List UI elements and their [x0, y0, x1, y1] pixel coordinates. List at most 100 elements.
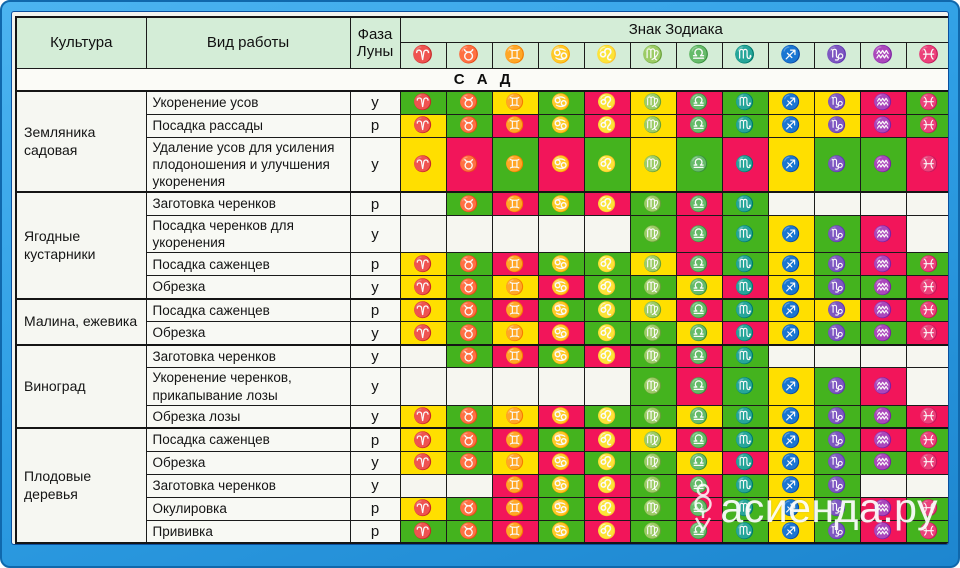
zodiac-cell: ♉ [445, 427, 493, 452]
zodiac-cell: ♌ [583, 136, 631, 193]
zodiac-cell: ♋ [537, 343, 585, 369]
zodiac-symbol-header-1: ♉ [445, 41, 493, 69]
zodiac-cell: ♑ [813, 136, 861, 193]
moon-phase-cell: у [349, 136, 401, 193]
zodiac-cell: ♉ [445, 252, 493, 277]
zodiac-cell: ♍ [629, 191, 677, 216]
zodiac-cell: ♓ [905, 297, 948, 323]
work-cell: Обрезка [145, 321, 351, 346]
zodiac-cell: ♓ [905, 404, 948, 429]
zodiac-cell: ♋ [537, 252, 585, 277]
zodiac-cell: ♐ [767, 113, 815, 138]
zodiac-cell: ♐ [767, 275, 815, 300]
work-cell: Укоренение черенков, прикапывание лозы [145, 367, 351, 406]
zodiac-cell: ♋ [537, 404, 585, 429]
zodiac-cell: ♋ [537, 113, 585, 138]
table-row: Прививка р ♈ ♉ ♊ ♋ ♌ ♍ ♎ ♏ ♐ ♑ ♒ ♓ [16, 519, 948, 544]
work-cell: Обрезка лозы [145, 404, 351, 429]
zodiac-cell: ♊ [491, 90, 539, 115]
zodiac-cell: ♍ [629, 214, 677, 254]
moon-phase-cell: р [349, 427, 401, 452]
zodiac-cell: ♓ [905, 136, 948, 193]
zodiac-cell: ♏ [721, 519, 769, 544]
zodiac-cell: ♌ [583, 252, 631, 277]
work-cell: Посадка саженцев [145, 427, 351, 452]
zodiac-cell: ♑ [813, 90, 861, 115]
table-row: Плодовые деревья Посадка саженцев р ♈ ♉ ♊ ♋ ♌ ♍ ♎… [15, 427, 948, 544]
zodiac-cell [445, 473, 493, 498]
zodiac-cell: ♋ [537, 136, 585, 193]
zodiac-cell [905, 214, 948, 254]
table-row: Обрезка у ♈ ♉ ♊ ♋ ♌ ♍ ♎ ♏ ♐ ♑ ♒ ♓ [16, 450, 948, 475]
zodiac-cell [905, 367, 948, 406]
zodiac-cell: ♓ [905, 252, 948, 277]
zodiac-symbol-header-4: ♌ [583, 41, 631, 69]
zodiac-cell: ♎ [675, 367, 723, 406]
zodiac-cell: ♊ [491, 404, 539, 429]
zodiac-cell: ♑ [813, 427, 861, 452]
zodiac-cell: ♈ [399, 136, 447, 193]
zodiac-cell: ♎ [675, 136, 723, 193]
zodiac-cell: ♏ [721, 343, 769, 369]
zodiac-cell: ♓ [905, 113, 948, 138]
zodiac-cell: ♒ [859, 136, 907, 193]
zodiac-cell: ♎ [675, 343, 723, 369]
zodiac-cell: ♈ [399, 113, 447, 138]
zodiac-cell: ♓ [905, 519, 948, 544]
zodiac-cell: ♈ [399, 252, 447, 277]
zodiac-cell: ♍ [629, 343, 677, 369]
zodiac-cell [583, 214, 631, 254]
zodiac-cell: ♓ [905, 275, 948, 300]
zodiac-cell: ♑ [813, 252, 861, 277]
zodiac-cell: ♏ [721, 404, 769, 429]
zodiac-cell: ♑ [813, 519, 861, 544]
zodiac-cell: ♑ [813, 275, 861, 300]
moon-phase-cell: р [349, 113, 401, 138]
zodiac-cell: ♊ [491, 297, 539, 323]
zodiac-cell: ♏ [721, 136, 769, 193]
zodiac-cell [583, 367, 631, 406]
zodiac-cell: ♈ [399, 297, 447, 323]
header-row-1: Культура Вид работы Фаза Луны Знак Зодиа… [15, 16, 948, 69]
table-row: Посадка саженцев р ♈ ♉ ♊ ♋ ♌ ♍ ♎ ♏ ♐ ♑ ♒ ♓ [16, 252, 948, 277]
work-cell: Посадка саженцев [145, 297, 351, 323]
table-body: С А Д Земляника садовая Укоренение усов у ♈… [15, 67, 948, 544]
zodiac-cell [813, 191, 861, 216]
zodiac-cell: ♎ [675, 252, 723, 277]
culture-cell: Ягодные кустарники [15, 191, 147, 300]
moon-phase-cell: у [349, 275, 401, 300]
work-cell: Обрезка [145, 275, 351, 300]
zodiac-cell: ♍ [629, 321, 677, 346]
zodiac-cell [767, 343, 815, 369]
work-cell: Укоренение усов [145, 90, 351, 115]
zodiac-cell: ♍ [629, 473, 677, 498]
zodiac-cell: ♍ [629, 113, 677, 138]
zodiac-cell: ♍ [629, 450, 677, 475]
moon-phase-cell: у [349, 90, 401, 115]
zodiac-cell [859, 343, 907, 369]
zodiac-cell: ♍ [629, 90, 677, 115]
zodiac-cell [537, 214, 585, 254]
zodiac-cell: ♏ [721, 450, 769, 475]
zodiac-cell: ♓ [905, 496, 948, 521]
zodiac-cell: ♊ [491, 427, 539, 452]
zodiac-cell [399, 191, 447, 216]
section-row: С А Д [15, 67, 948, 92]
zodiac-cell: ♏ [721, 214, 769, 254]
zodiac-cell: ♐ [767, 496, 815, 521]
zodiac-cell: ♓ [905, 90, 948, 115]
zodiac-cell: ♎ [675, 297, 723, 323]
zodiac-cell: ♐ [767, 450, 815, 475]
zodiac-cell: ♏ [721, 275, 769, 300]
zodiac-cell: ♎ [675, 404, 723, 429]
zodiac-cell: ♌ [583, 427, 631, 452]
zodiac-cell: ♋ [537, 321, 585, 346]
zodiac-cell: ♌ [583, 519, 631, 544]
zodiac-cell: ♒ [859, 404, 907, 429]
zodiac-cell: ♉ [445, 519, 493, 544]
zodiac-cell [445, 367, 493, 406]
zodiac-cell: ♒ [859, 450, 907, 475]
moon-phase-cell: р [349, 496, 401, 521]
zodiac-symbol-header-0: ♈ [399, 41, 447, 69]
zodiac-cell: ♍ [629, 519, 677, 544]
